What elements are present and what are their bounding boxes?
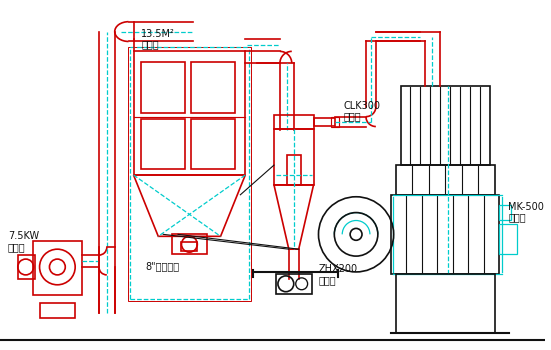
Bar	[401, 86, 490, 165]
Bar	[18, 255, 35, 279]
Bar	[40, 303, 75, 318]
Bar	[314, 118, 336, 126]
Bar	[396, 165, 495, 195]
Bar	[274, 128, 314, 185]
Bar	[142, 62, 186, 113]
Text: 卸料阀: 卸料阀	[318, 275, 336, 285]
Text: 旋风器: 旋风器	[343, 112, 361, 121]
Text: 8"手动蝶阀: 8"手动蝶阀	[145, 261, 180, 271]
Bar	[142, 119, 186, 169]
Bar	[33, 241, 82, 295]
Bar	[500, 224, 517, 254]
Bar	[171, 234, 207, 254]
Bar	[181, 242, 197, 251]
Bar	[274, 115, 314, 128]
Text: 13.5M²: 13.5M²	[142, 29, 175, 38]
Bar	[133, 51, 245, 175]
Bar	[391, 195, 500, 274]
Bar	[287, 155, 301, 185]
Text: CLK300: CLK300	[343, 101, 380, 111]
Bar	[331, 117, 339, 127]
Text: 粉碎机: 粉碎机	[509, 212, 526, 223]
Text: MK-500: MK-500	[509, 202, 544, 212]
Bar	[276, 274, 311, 294]
Bar	[128, 47, 251, 301]
Bar	[500, 205, 511, 219]
Text: 7.5KW: 7.5KW	[8, 231, 39, 241]
Bar	[191, 62, 235, 113]
Bar	[191, 119, 235, 169]
Text: ZHX200: ZHX200	[318, 264, 358, 274]
Bar	[396, 274, 495, 333]
Text: 除尘器: 除尘器	[142, 40, 159, 49]
Text: 引风机: 引风机	[8, 242, 25, 252]
